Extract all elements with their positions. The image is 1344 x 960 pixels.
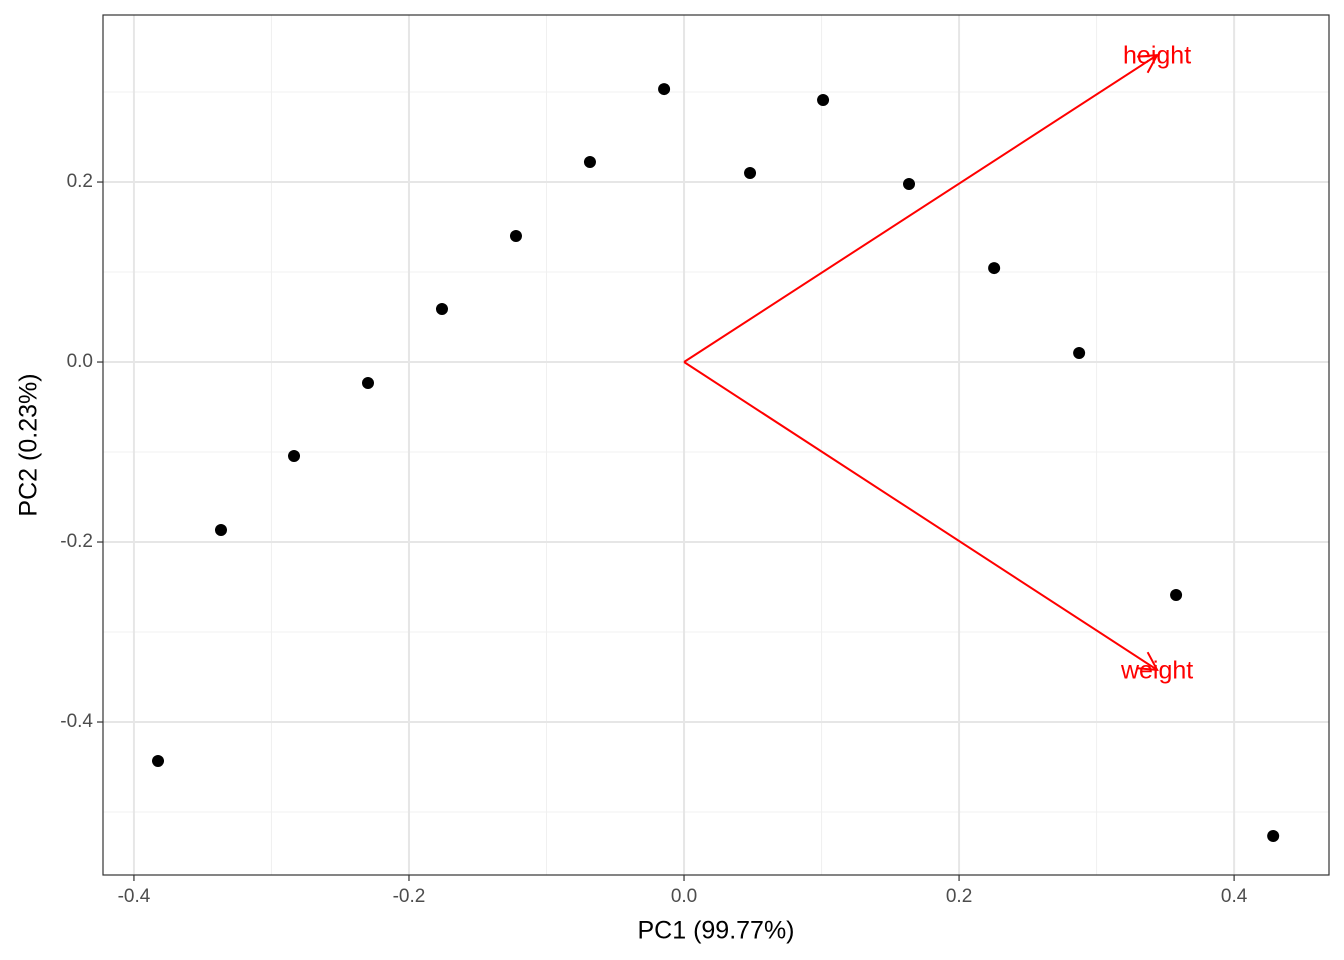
point: [903, 178, 916, 191]
point: [1267, 830, 1280, 843]
y-tick-label: -0.2: [60, 531, 93, 552]
point: [214, 524, 227, 537]
x-tick-label: 0.4: [1221, 886, 1248, 907]
loading-arrow: [683, 361, 1158, 671]
arrow-head: [1137, 651, 1159, 671]
y-axis-title: PC2 (0.23%): [15, 373, 43, 516]
point: [152, 754, 165, 767]
point: [362, 376, 375, 389]
x-tick-label: 0.2: [946, 886, 972, 907]
loading-label: height: [1123, 42, 1191, 70]
point: [583, 156, 596, 169]
y-tick-label: -0.4: [60, 711, 93, 732]
point: [817, 94, 830, 107]
point: [435, 303, 448, 316]
point: [744, 167, 757, 180]
loading-arrow: [683, 54, 1158, 363]
y-tick-label: 0.0: [67, 351, 93, 372]
panel-border: [102, 14, 1330, 876]
x-tick-label: -0.2: [393, 886, 426, 907]
point: [1170, 589, 1183, 602]
x-tick-label: 0.0: [671, 886, 697, 907]
x-axis-title: PC1 (99.77%): [637, 917, 794, 945]
point: [509, 230, 522, 243]
panel-background: [103, 15, 1329, 875]
point: [1073, 347, 1086, 360]
arrow-head: [1137, 54, 1159, 74]
y-tick-label: 0.2: [67, 171, 93, 192]
point: [288, 449, 301, 462]
point: [658, 83, 671, 96]
loading-label: weight: [1120, 656, 1193, 684]
point: [988, 262, 1001, 275]
x-tick-label: -0.4: [118, 886, 151, 907]
